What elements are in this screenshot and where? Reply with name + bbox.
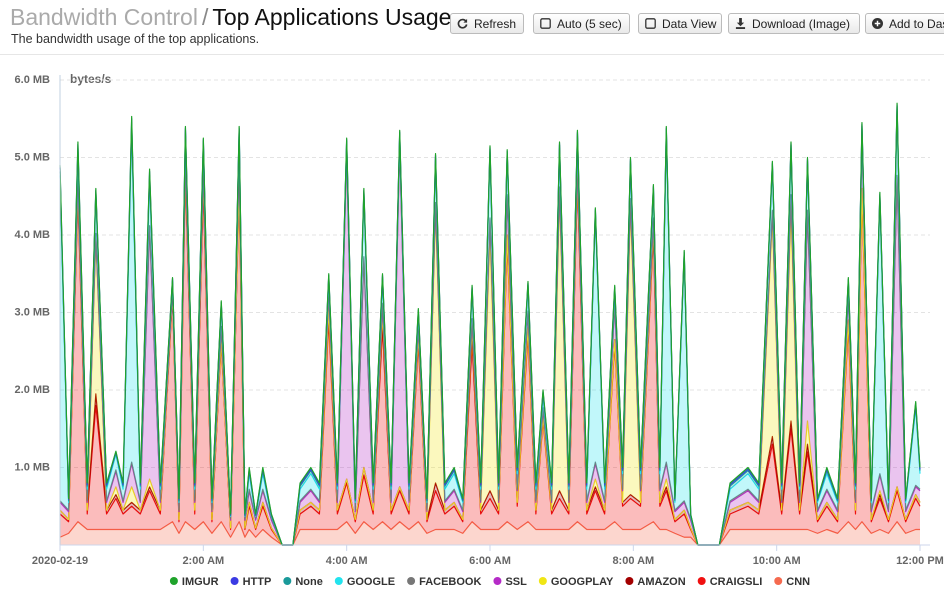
area-fill	[60, 521, 920, 545]
y-tick-label: 1.0 MB	[15, 461, 51, 473]
breadcrumb[interactable]: Bandwidth Control	[10, 4, 198, 30]
legend-label[interactable]: AMAZON	[637, 576, 685, 588]
x-tick-label: 10:00 AM	[753, 555, 801, 567]
plus-icon	[872, 18, 883, 29]
download-icon	[735, 18, 746, 29]
page-title: Top Applications Usage	[212, 4, 452, 30]
x-tick-label: 12:00 PM	[896, 555, 944, 567]
legend-item[interactable]: GOOGPLAY	[538, 576, 614, 588]
add-to-dashboard-button[interactable]: Add to Dashboard	[865, 13, 944, 34]
legend-marker	[230, 577, 239, 585]
legend-item[interactable]: HTTP	[230, 576, 272, 588]
y-tick-label: 3.0 MB	[15, 306, 51, 318]
legend-item[interactable]: FACEBOOK	[407, 576, 481, 588]
legend-label[interactable]: CNN	[786, 576, 810, 588]
legend-item[interactable]: GOOGLE	[334, 576, 395, 588]
legend-marker	[169, 577, 178, 585]
legend-marker	[283, 577, 292, 585]
button-label: Refresh	[474, 16, 517, 31]
legend-marker	[697, 577, 706, 585]
checkbox-icon	[540, 18, 551, 29]
refresh-button[interactable]: Refresh	[450, 13, 524, 34]
legend-label[interactable]: CRAIGSLI	[710, 576, 763, 588]
legend-item[interactable]: None	[283, 576, 323, 588]
y-tick-label: 4.0 MB	[15, 229, 51, 241]
legend-item[interactable]: IMGUR	[169, 576, 219, 588]
legend-marker	[538, 577, 547, 585]
legend-marker	[334, 577, 343, 585]
legend-label[interactable]: IMGUR	[182, 576, 219, 588]
button-label: Add to Dashboard	[889, 16, 944, 31]
legend-marker	[493, 577, 502, 585]
chart-panel	[0, 54, 944, 598]
download-button[interactable]: Download (Image)	[728, 13, 860, 34]
legend-marker	[407, 577, 416, 585]
y-axis-unit: bytes/s	[70, 72, 112, 86]
legend-label[interactable]: SSL	[505, 576, 527, 588]
legend-item[interactable]: SSL	[493, 576, 527, 588]
legend-item[interactable]: CRAIGSLI	[697, 576, 763, 588]
legend-label[interactable]: None	[295, 576, 323, 588]
legend-marker	[774, 577, 783, 585]
legend-label[interactable]: GOOGPLAY	[551, 576, 614, 588]
area-line	[59, 102, 921, 546]
area-line	[59, 521, 920, 546]
legend-label[interactable]: GOOGLE	[347, 576, 395, 588]
refresh-icon	[457, 18, 468, 29]
legend-label[interactable]: FACEBOOK	[419, 576, 481, 588]
checkbox-icon	[645, 18, 656, 29]
y-tick-label: 5.0 MB	[15, 151, 51, 163]
legend-marker	[625, 577, 634, 585]
auto-refresh-toggle[interactable]: Auto (5 sec)	[533, 13, 630, 34]
page-header: Bandwidth Control / Top Applications Usage	[10, 4, 451, 31]
button-label: Auto (5 sec)	[557, 16, 622, 31]
x-tick-label: 2:00 AM	[182, 555, 224, 567]
legend-item[interactable]: CNN	[774, 576, 810, 588]
x-tick-label: 4:00 AM	[326, 555, 368, 567]
area-fill	[60, 109, 920, 545]
area-fill	[60, 165, 920, 545]
area-fill	[60, 173, 920, 545]
legend: IMGUR HTTP None GOOGLE FACEBOOK SSL GOOGPLAY AM…	[169, 576, 810, 588]
legend-label[interactable]: HTTP	[243, 576, 272, 588]
separator: /	[201, 4, 209, 30]
y-tick-label: 2.0 MB	[15, 384, 51, 396]
x-tick-label: 2020-02-19	[32, 555, 88, 567]
y-tick-label: 6.0 MB	[15, 74, 51, 86]
x-tick-label: 8:00 AM	[612, 555, 654, 567]
button-label: Download (Image)	[752, 16, 851, 31]
data-view-toggle[interactable]: Data View	[638, 13, 722, 34]
page-subtitle: The bandwidth usage of the top applicati…	[11, 32, 260, 46]
button-label: Data View	[662, 16, 717, 31]
x-tick-label: 6:00 AM	[469, 555, 511, 567]
legend-item[interactable]: AMAZON	[625, 576, 686, 588]
